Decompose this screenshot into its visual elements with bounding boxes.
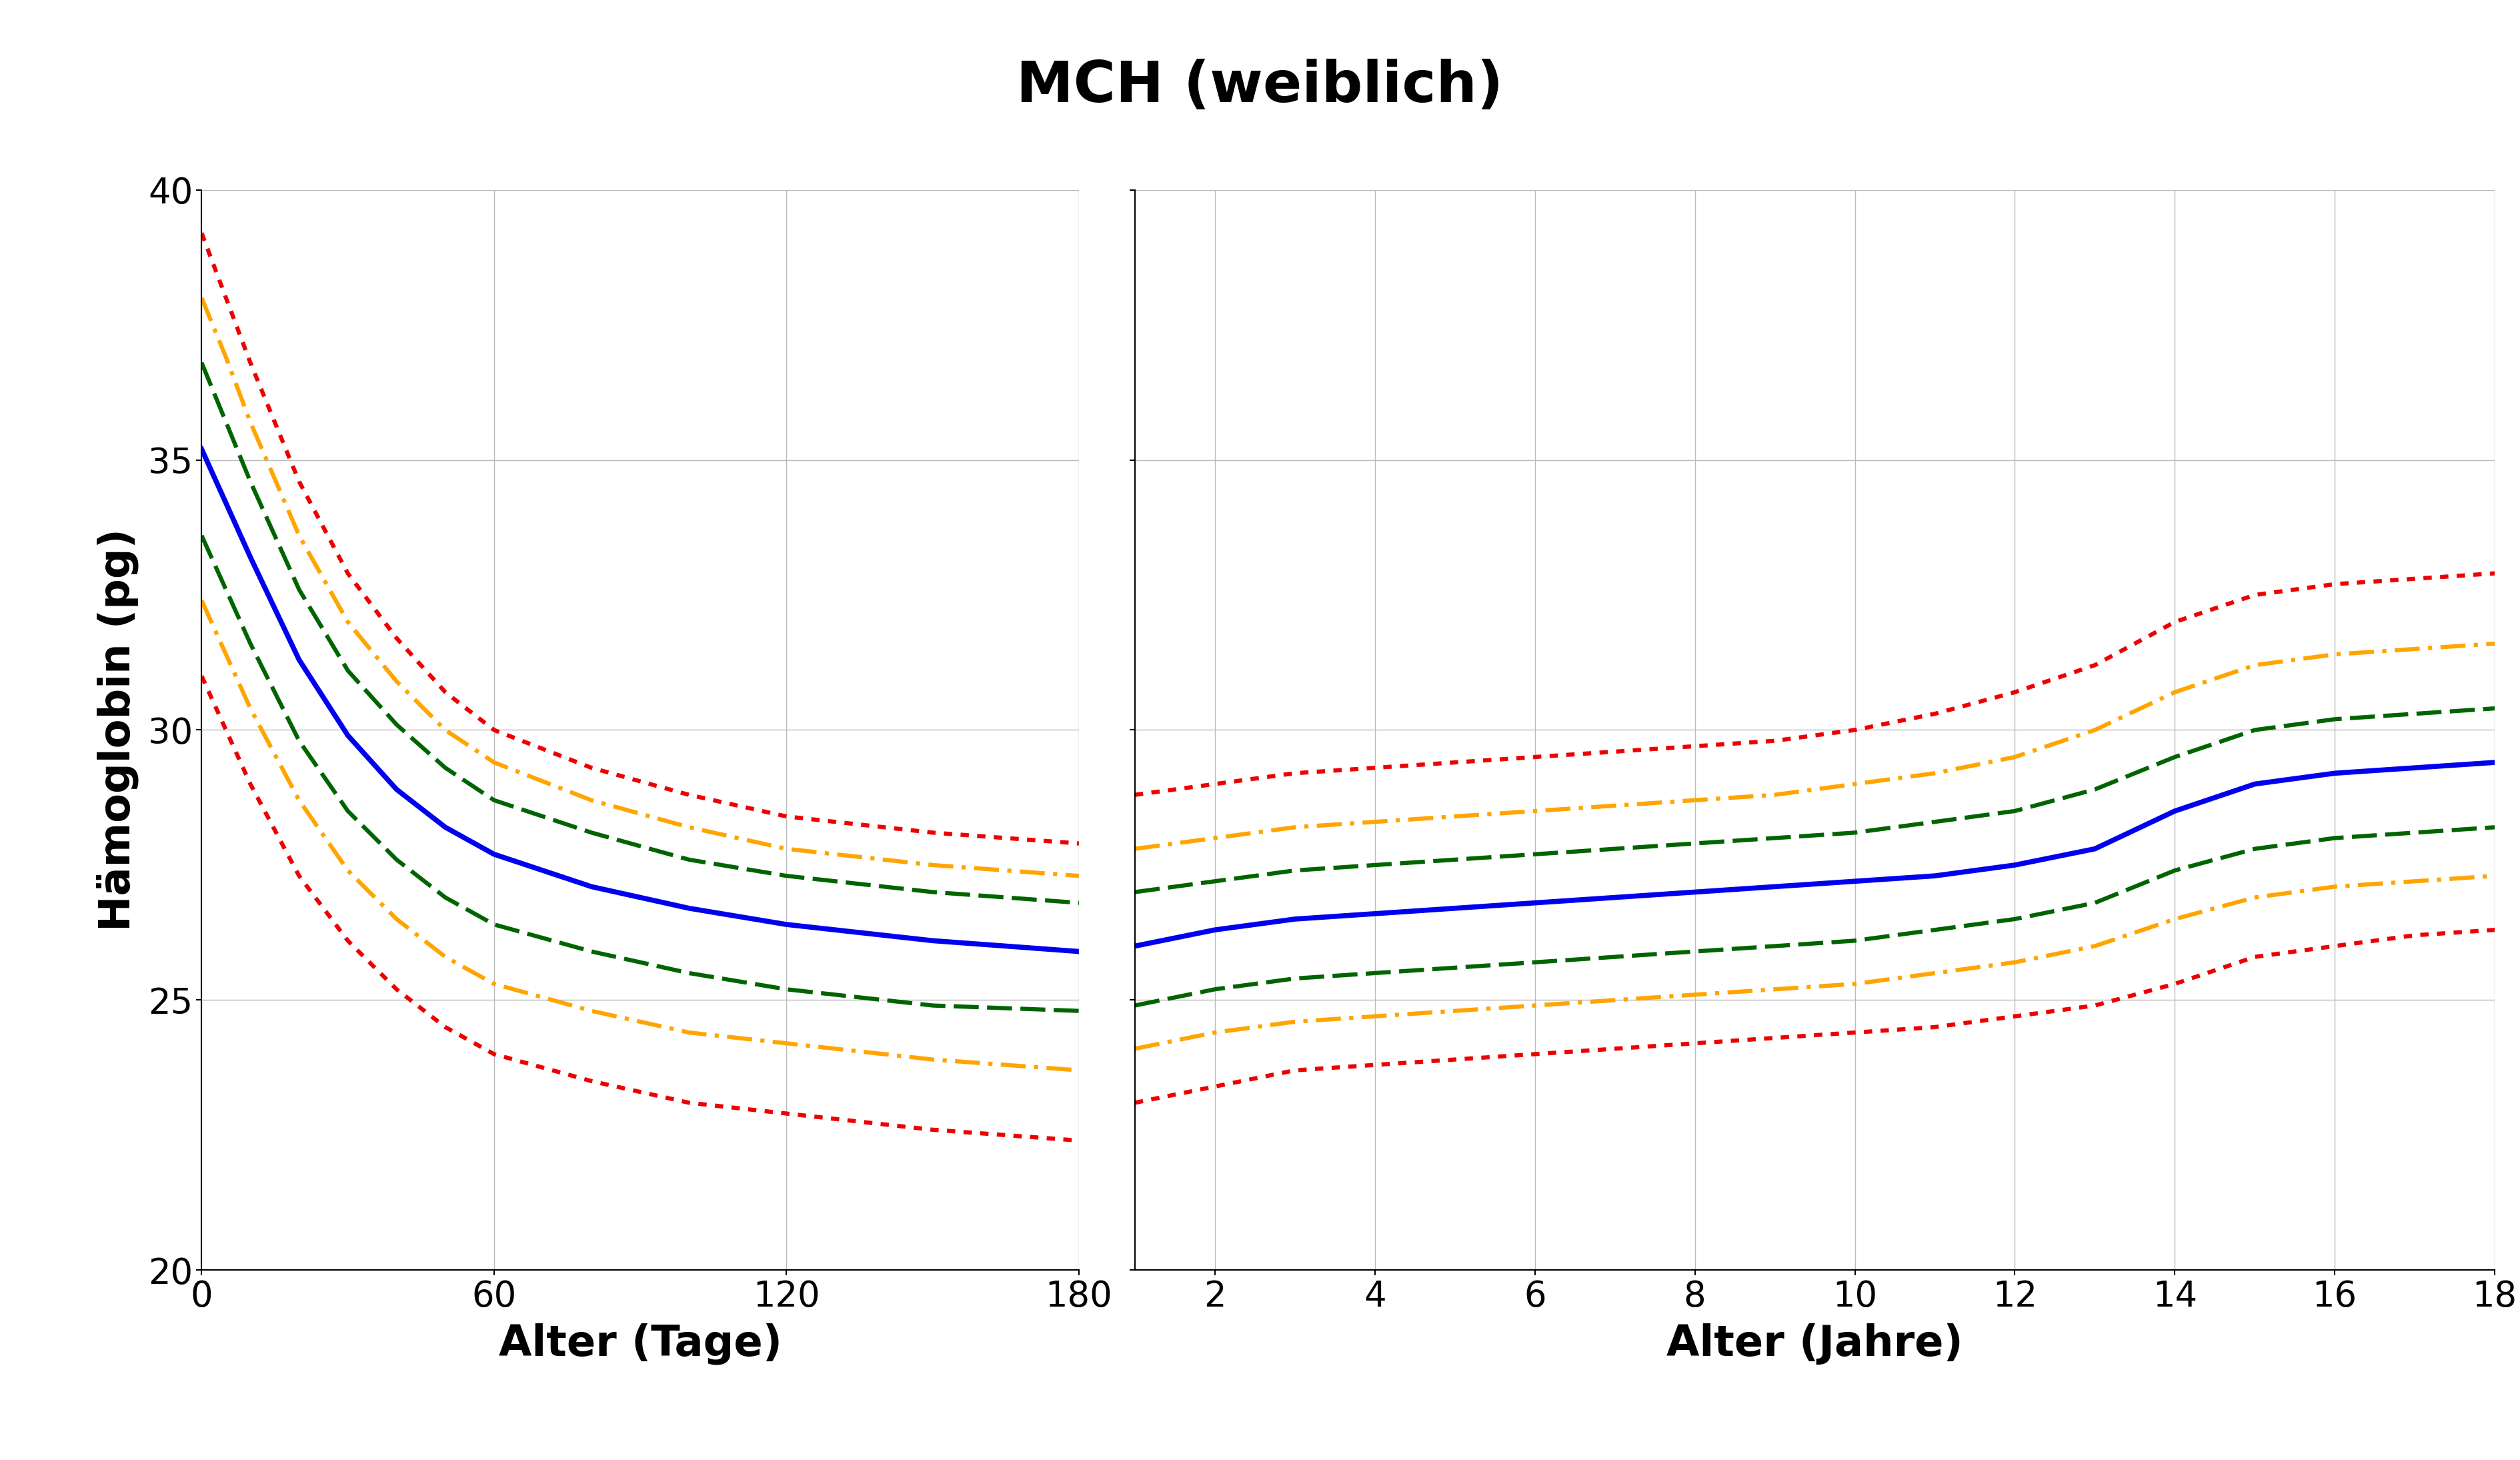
Text: MCH (weiblich): MCH (weiblich)	[1016, 58, 1504, 114]
X-axis label: Alter (Tage): Alter (Tage)	[499, 1323, 781, 1365]
X-axis label: Alter (Jahre): Alter (Jahre)	[1666, 1323, 1963, 1364]
Y-axis label: Hämoglobin (pg): Hämoglobin (pg)	[96, 529, 139, 931]
